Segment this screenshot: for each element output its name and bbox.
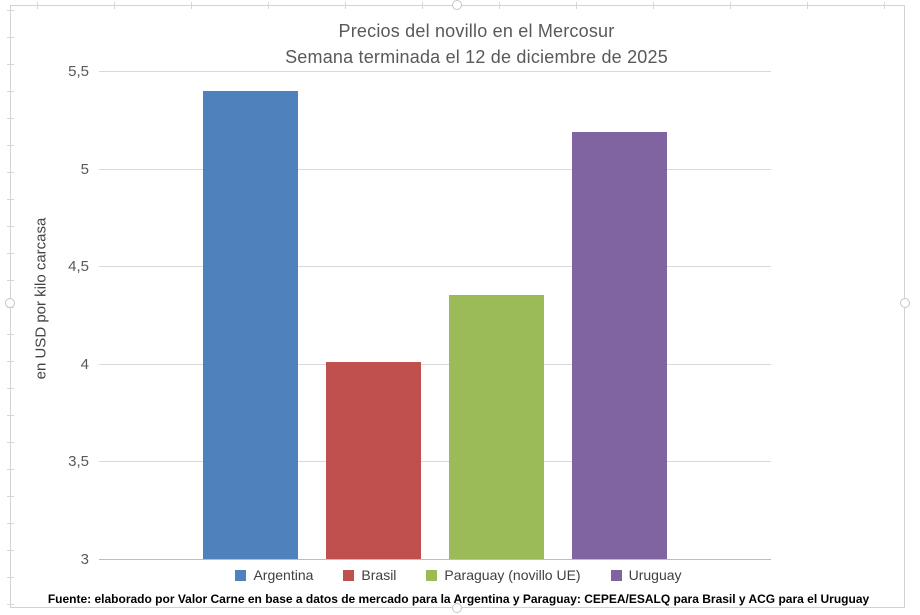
legend-swatch-uruguay [610, 569, 622, 581]
gridline-4 [99, 363, 771, 365]
bar-uruguay [572, 131, 667, 559]
ytick-label-3-5: 3,5 [68, 453, 89, 471]
worksheet-row-tick [7, 388, 14, 389]
worksheet-row-tick [7, 253, 14, 254]
worksheet-row-tick [7, 280, 14, 281]
worksheet-column-tick [499, 2, 500, 9]
legend-item-argentina: Argentina [235, 568, 313, 582]
x-axis-line [99, 559, 771, 560]
worksheet-row-tick [7, 361, 14, 362]
worksheet-row-tick [7, 37, 14, 38]
worksheet-row-tick [7, 199, 14, 200]
worksheet-column-tick [730, 2, 731, 9]
worksheet-column-tick [576, 2, 577, 9]
gridline-5-5 [99, 71, 771, 72]
worksheet-column-tick [114, 2, 115, 9]
legend-label-argentina: Argentina [253, 567, 314, 583]
worksheet-column-tick [345, 2, 346, 9]
worksheet-row-tick [7, 91, 14, 92]
worksheet-row-tick [7, 10, 14, 11]
worksheet-row-tick [7, 415, 14, 416]
chart-legend: Argentina Brasil Paraguay (novillo UE) Urug… [11, 568, 906, 582]
gridline-4-5 [99, 266, 771, 268]
chart-title: Precios del novillo en el Mercosur Seman… [29, 18, 920, 70]
legend-swatch-brasil [343, 569, 355, 581]
legend-swatch-argentina [235, 569, 247, 581]
legend-item-uruguay: Uruguay [610, 567, 682, 583]
chart-title-line1: Precios del novillo en el Mercosur [338, 21, 615, 41]
source-note: Fuente: elaborado por Valor Carne en bas… [47, 592, 870, 606]
worksheet-column-tick [653, 2, 654, 9]
worksheet-row-tick [7, 577, 14, 578]
legend-swatch-paraguay-novillo-ue [426, 569, 438, 581]
worksheet-row-tick [7, 469, 14, 470]
ytick-label-5-5: 5,5 [68, 63, 89, 80]
worksheet-row-tick [7, 334, 14, 335]
worksheet-row-tick [7, 496, 14, 497]
resize-handle-bottom[interactable] [452, 603, 462, 613]
worksheet-column-tick [268, 2, 269, 9]
ytick-label-3: 3 [80, 551, 89, 568]
bar-argentina [203, 90, 298, 559]
bar-paraguay-novillo-ue [449, 295, 544, 559]
legend-item-brasil: Brasil [343, 568, 396, 582]
worksheet-column-tick [422, 2, 423, 9]
bar-brasil [326, 361, 421, 559]
ytick-label-5: 5 [80, 160, 89, 178]
legend-label-paraguay-novillo-ue: Paraguay (novillo UE) [444, 567, 581, 583]
worksheet-row-tick [7, 442, 14, 443]
worksheet-column-tick [807, 2, 808, 9]
worksheet-row-tick [7, 226, 14, 227]
resize-handle-left[interactable] [5, 298, 15, 308]
worksheet-row-tick [7, 604, 14, 605]
worksheet-column-tick [884, 2, 885, 9]
resize-handle-top[interactable] [452, 0, 462, 10]
worksheet-column-tick [37, 2, 38, 9]
chart-title-line2: Semana terminada el 12 de diciembre de 2… [285, 47, 668, 67]
worksheet-column-tick [191, 2, 192, 9]
ytick-label-4-5: 4,5 [68, 258, 89, 276]
legend-label-brasil: Brasil [361, 567, 397, 583]
worksheet-row-tick [7, 172, 14, 173]
gridline-5 [99, 168, 771, 170]
legend-item-paraguay-novillo-ue: Paraguay (novillo UE) [426, 567, 581, 583]
worksheet-row-tick [7, 145, 14, 146]
worksheet-row-tick [7, 118, 14, 119]
legend-label-uruguay: Uruguay [628, 567, 682, 583]
ytick-label-4: 4 [80, 355, 89, 373]
resize-handle-right[interactable] [900, 298, 910, 308]
gridline-3-5 [99, 461, 771, 463]
chart-object-frame[interactable]: Precios del novillo en el Mercosur Seman… [10, 5, 905, 608]
worksheet-row-tick [7, 64, 14, 65]
worksheet-row-tick [7, 523, 14, 524]
worksheet-row-tick [7, 550, 14, 551]
